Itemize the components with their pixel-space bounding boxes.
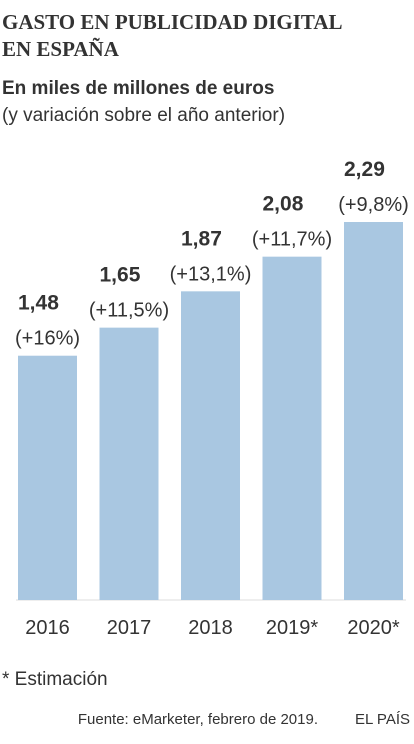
value-label: 2,29 [344,158,385,181]
value-label: 1,87 [181,227,222,250]
x-tick-label: 2020* [347,617,399,639]
change-label: (+16%) [15,328,80,350]
x-tick-label: 2016 [25,617,70,639]
subtitle: En miles de millones de euros [2,78,274,99]
brand: EL PAÍS [355,711,410,728]
bar [344,222,403,600]
bar [262,256,322,600]
change-label: (+11,5%) [89,300,169,322]
x-tick-label: 2018 [188,617,233,639]
bar [181,291,240,600]
value-label: 2,08 [263,193,304,216]
change-label: (+9,8%) [338,194,409,216]
x-tick-label: 2019* [266,617,318,639]
change-label: (+13,1%) [170,263,252,285]
change-label: (+11,7%) [252,229,332,251]
subtitle: (y variación sobre el año anterior) [2,105,285,126]
bar [99,327,159,600]
source: Fuente: eMarketer, febrero de 2019. [78,711,318,728]
footnote: * Estimación [2,669,108,690]
x-tick-label: 2017 [107,617,152,639]
value-label: 1,48 [18,292,59,315]
bar [18,355,77,600]
chart-title: EN ESPAÑA [2,37,120,61]
value-label: 1,65 [100,264,141,287]
chart-title: GASTO EN PUBLICIDAD DIGITAL [2,10,343,34]
